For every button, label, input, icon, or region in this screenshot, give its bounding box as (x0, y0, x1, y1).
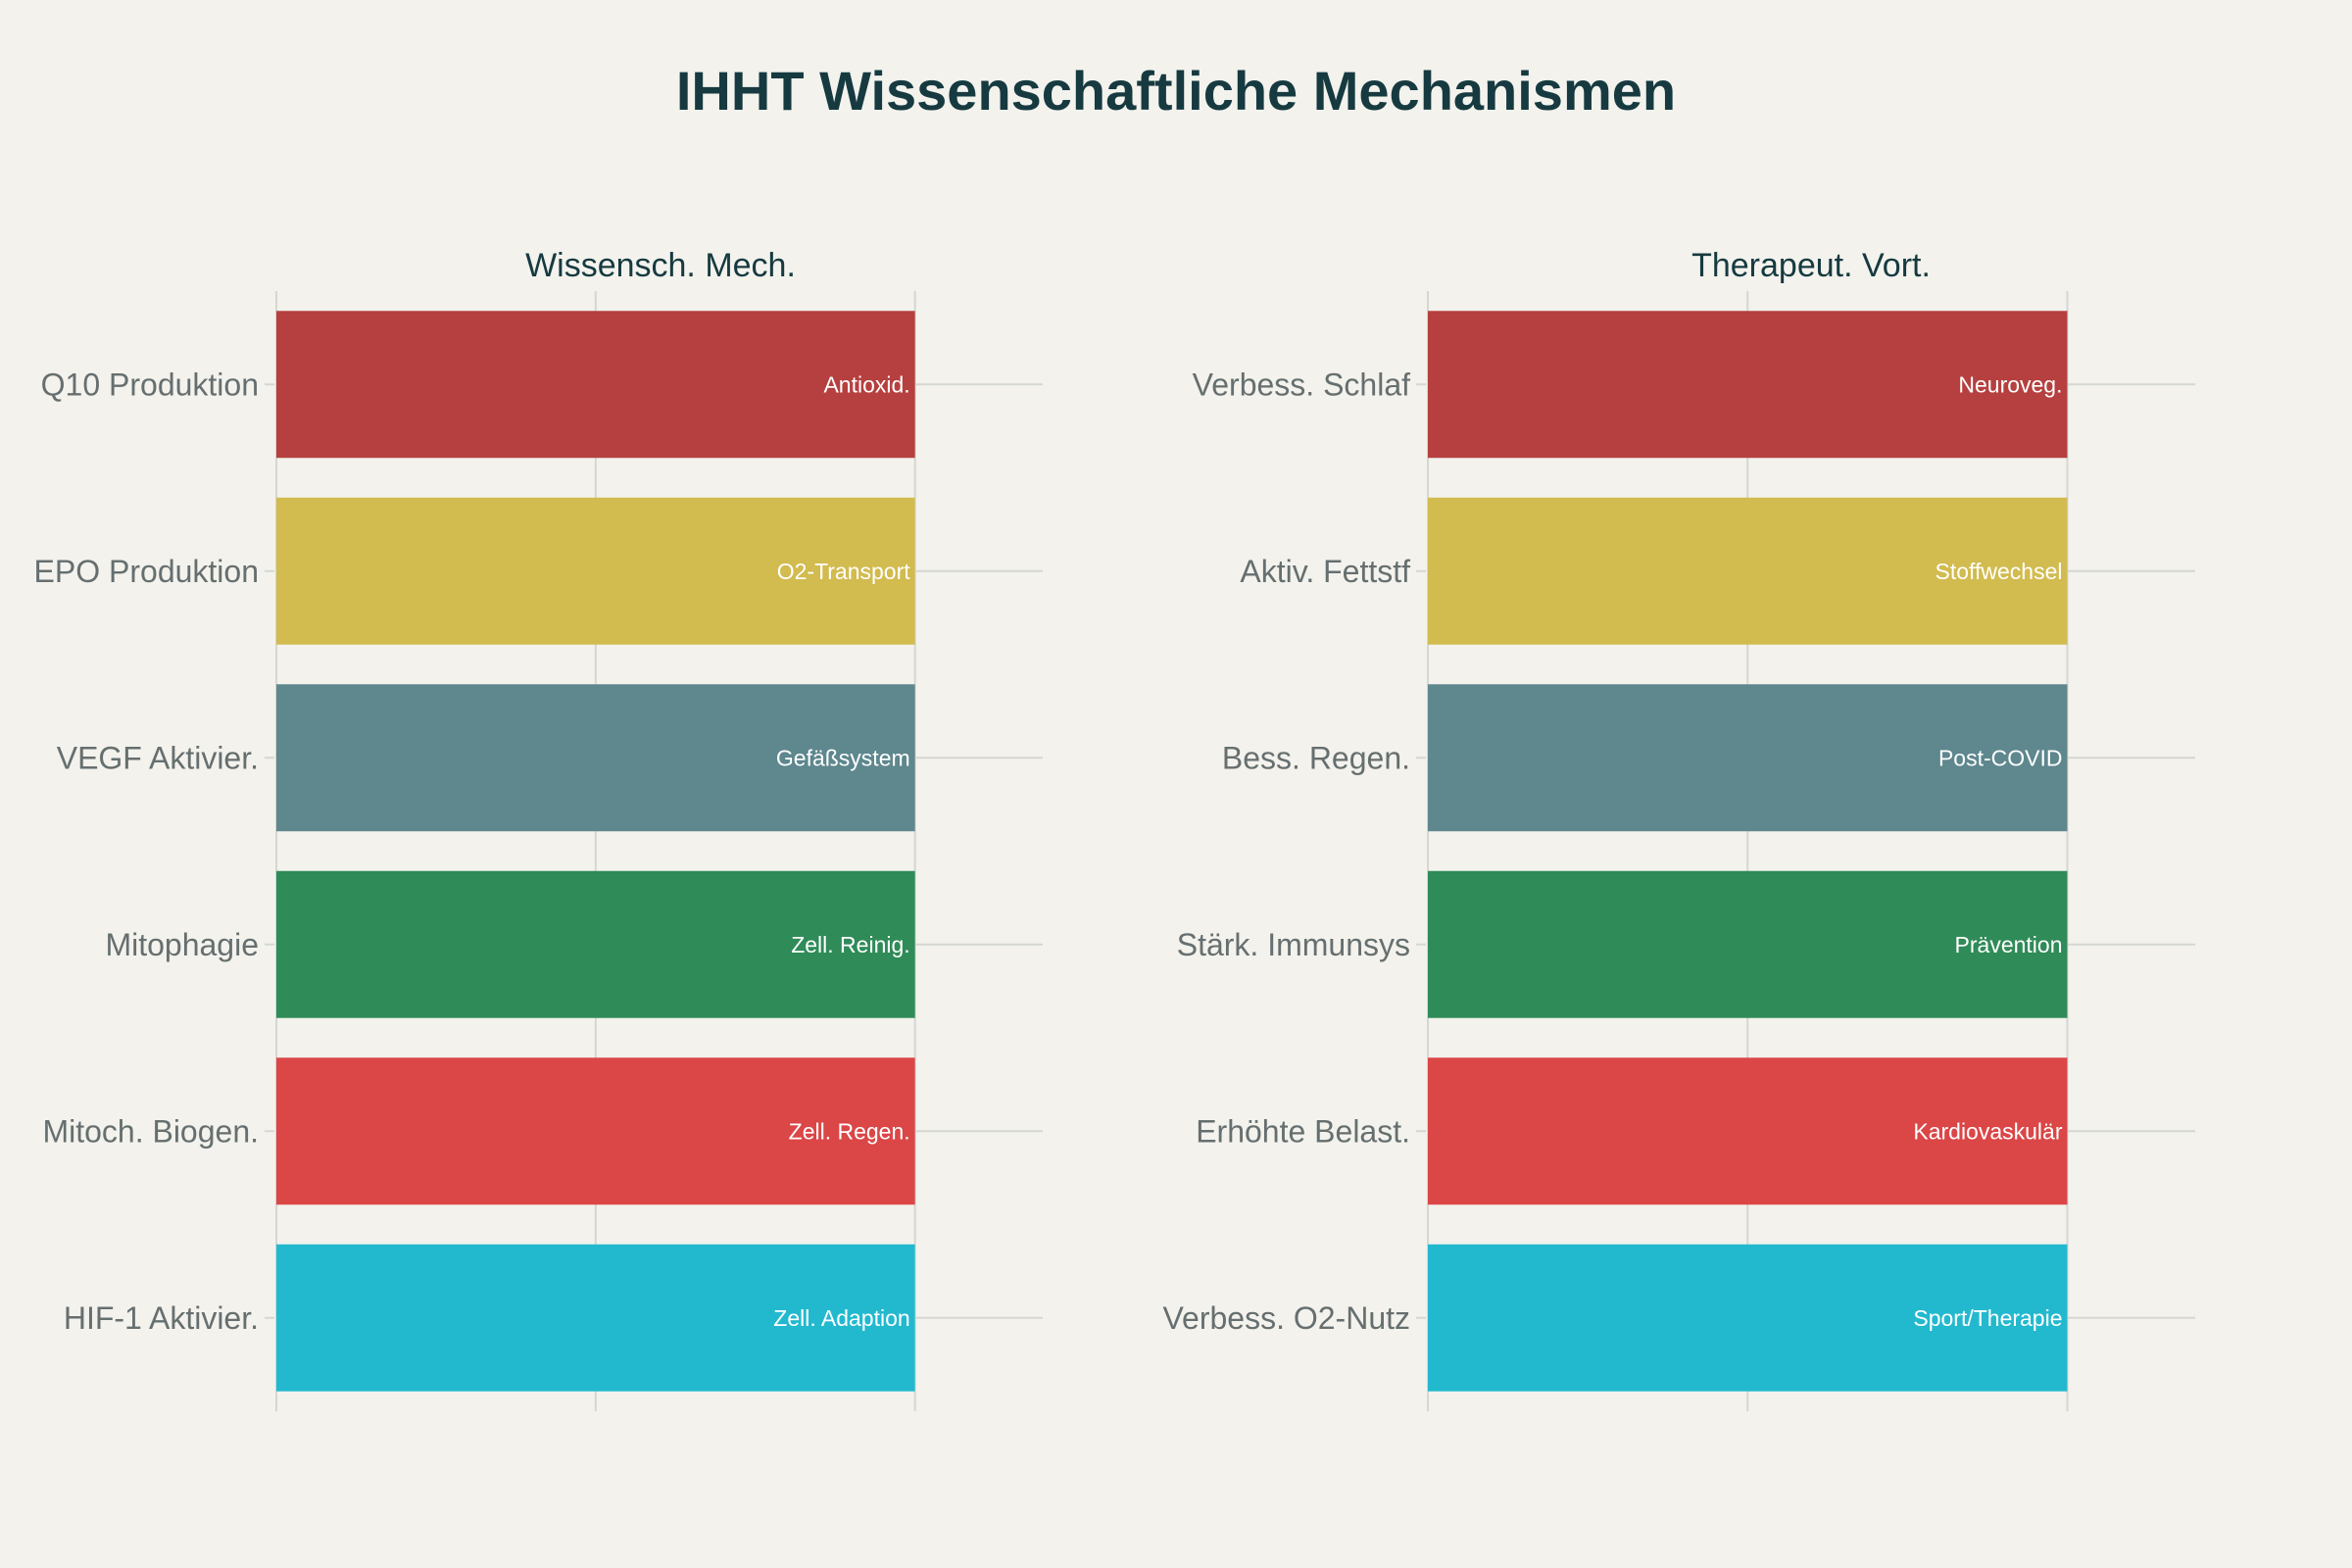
y-tick-label: HIF-1 Aktivier. (64, 1300, 259, 1336)
y-tick-label: Bess. Regen. (1222, 740, 1410, 775)
bar-label: Zell. Adaption (773, 1305, 909, 1331)
bar-label: Zell. Regen. (789, 1118, 910, 1144)
bar (1428, 311, 2068, 459)
bar-label: Gefäßsystem (776, 745, 910, 770)
bar-label: Antioxid. (823, 371, 909, 397)
bar-label: Neuroveg. (1958, 371, 2062, 397)
y-tick-label: EPO Produktion (34, 554, 259, 589)
panel-therapeutic-benefits: Therapeut. Vort. Neuroveg. Verbess. Schlaf… (1162, 247, 2195, 1411)
y-tick-label: Verbess. Schlaf (1193, 367, 1410, 402)
y-tick-label: Erhöhte Belast. (1196, 1113, 1410, 1149)
bar (276, 1057, 915, 1205)
panel-scientific-mechanisms: Wissensch. Mech. Antioxid. Q10 Produktion O… (34, 247, 1043, 1411)
y-tick-label: Mitophagie (105, 927, 259, 962)
bar-label: O2-Transport (777, 559, 911, 584)
bar-label: Prävention (1955, 932, 2063, 957)
bar (1428, 1244, 2068, 1392)
bar-label: Post-COVID (1938, 745, 2063, 770)
bar-label: Sport/Therapie (1913, 1305, 2062, 1331)
y-tick-label: Stärk. Immunsys (1177, 927, 1410, 962)
bar (276, 1244, 915, 1392)
bar-label: Stoffwechsel (1936, 559, 2063, 584)
bar (1428, 1057, 2068, 1205)
bar (1428, 497, 2068, 645)
bar-label: Zell. Reinig. (791, 932, 909, 957)
bar (1428, 684, 2068, 832)
y-tick-label: Verbess. O2-Nutz (1162, 1300, 1410, 1336)
y-tick-label: VEGF Aktivier. (57, 740, 259, 775)
bar (276, 870, 915, 1018)
bar-label: Kardiovaskulär (1913, 1118, 2062, 1144)
panel-title: Therapeut. Vort. (1691, 247, 1931, 284)
y-tick-label: Q10 Produktion (41, 367, 259, 402)
panel-title: Wissensch. Mech. (525, 247, 796, 284)
bar (276, 684, 915, 832)
bar (1428, 870, 2068, 1018)
y-tick-label: Mitoch. Biogen. (42, 1113, 259, 1149)
chart-title: IHHT Wissenschaftliche Mechanismen (676, 60, 1676, 122)
bar (276, 311, 915, 459)
y-tick-label: Aktiv. Fettstf (1240, 554, 1410, 589)
bar (276, 497, 915, 645)
